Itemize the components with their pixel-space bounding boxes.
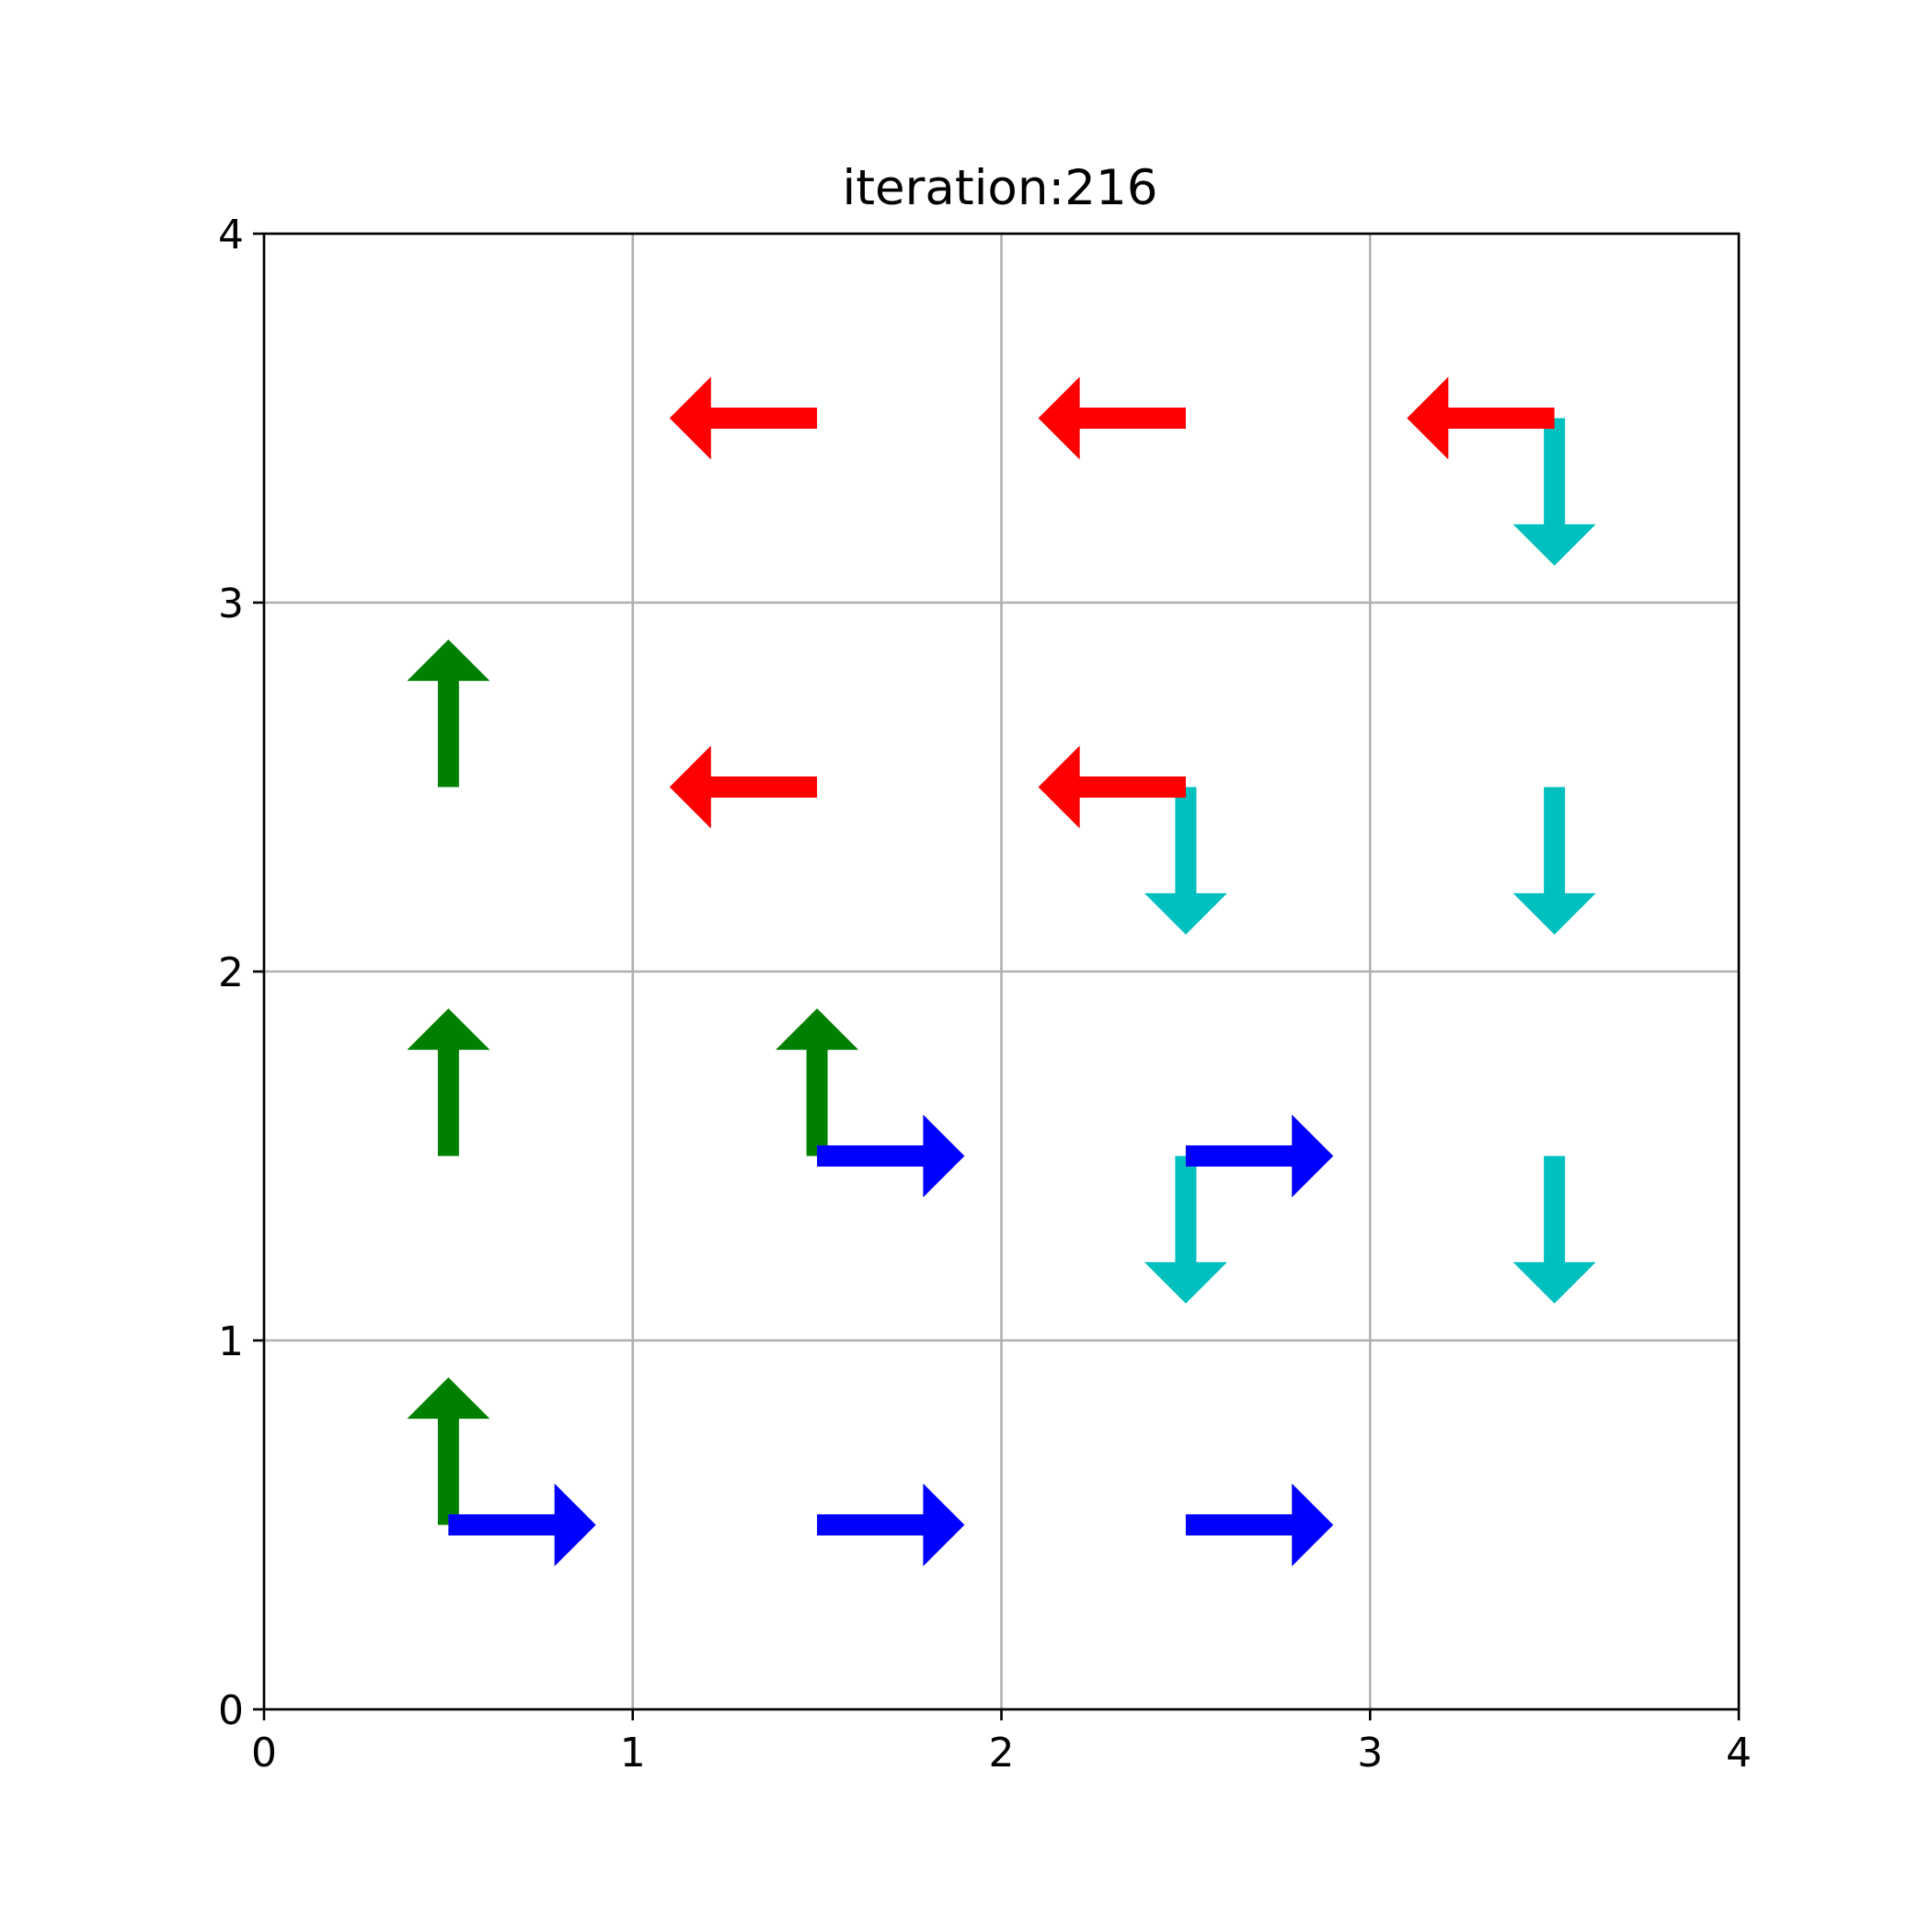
- y-tick-label: 1: [218, 1318, 244, 1365]
- x-tick-label: 4: [1726, 1730, 1752, 1777]
- arrow-up-icon: [407, 639, 490, 788]
- arrow-up-icon: [776, 1008, 859, 1156]
- arrow-down-icon: [1144, 787, 1227, 935]
- arrow-left-icon: [1038, 745, 1186, 829]
- y-tick-label: 3: [218, 581, 244, 627]
- arrow-left-icon: [669, 745, 818, 829]
- arrow-right-icon: [817, 1114, 965, 1198]
- x-tick-label: 1: [620, 1730, 646, 1777]
- chart-title: iteration:216: [843, 160, 1158, 216]
- x-tick-label: 2: [989, 1730, 1015, 1777]
- arrow-right-icon: [1185, 1114, 1334, 1198]
- arrow-right-icon: [1185, 1483, 1334, 1567]
- x-tick-label: 0: [251, 1730, 277, 1777]
- tick-labels: 0 1 2 3 4 0 1 2 3 4: [218, 212, 1752, 1777]
- arrow-up-icon: [407, 1377, 490, 1525]
- grid-lines: [262, 232, 1741, 1711]
- arrow-down-icon: [1512, 787, 1596, 935]
- arrow-left-icon: [669, 376, 818, 460]
- arrow-layer: [407, 376, 1596, 1567]
- x-tick-label: 3: [1357, 1730, 1383, 1777]
- arrow-left-icon: [1407, 376, 1555, 460]
- arrow-down-icon: [1144, 1156, 1227, 1304]
- axes-frame: [253, 232, 1741, 1720]
- y-tick-label: 4: [218, 212, 244, 259]
- y-tick-label: 0: [218, 1687, 244, 1734]
- arrow-up-icon: [407, 1008, 490, 1156]
- arrow-left-icon: [1038, 376, 1186, 460]
- arrow-right-icon: [448, 1483, 596, 1567]
- arrow-down-icon: [1512, 1156, 1596, 1304]
- arrow-down-icon: [1512, 418, 1596, 566]
- y-tick-label: 2: [218, 949, 244, 996]
- arrow-right-icon: [817, 1483, 965, 1567]
